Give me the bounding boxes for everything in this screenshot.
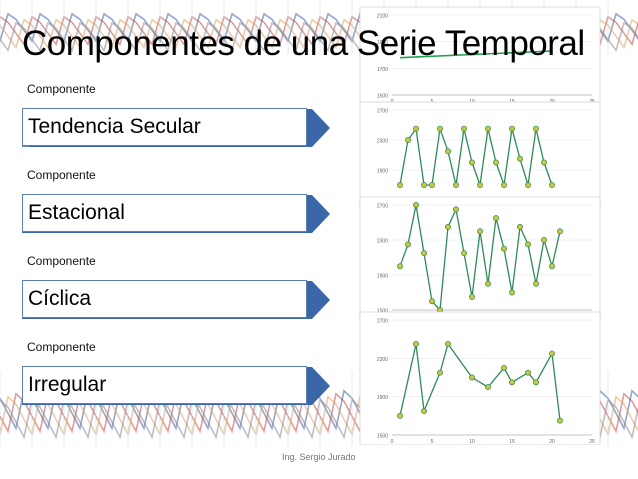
data-point <box>557 417 563 424</box>
y-tick-label: 1500 <box>377 309 388 315</box>
slide-footer: Ing. Sergio Jurado <box>282 452 356 462</box>
y-tick-label: 2100 <box>377 14 388 20</box>
data-point <box>501 364 507 371</box>
data-point <box>517 155 523 162</box>
data-point <box>509 289 515 296</box>
data-point <box>525 369 531 376</box>
data-point <box>445 148 451 155</box>
data-point <box>397 182 403 188</box>
data-point <box>469 159 475 166</box>
data-point <box>413 341 419 347</box>
data-point <box>525 182 531 188</box>
data-point <box>469 293 475 300</box>
data-point <box>453 206 459 213</box>
data-point <box>437 125 443 132</box>
data-point <box>549 350 555 357</box>
x-tick-label: 15 <box>509 439 515 445</box>
component-name-3: Cíclica <box>22 280 307 318</box>
data-point <box>517 223 523 230</box>
data-point <box>501 245 507 252</box>
data-point <box>461 250 467 257</box>
component-label-3: Componente <box>27 254 96 268</box>
data-point <box>485 280 491 287</box>
x-tick-label: 0 <box>391 439 394 445</box>
x-tick-label: 20 <box>549 439 555 445</box>
y-tick-label: 2300 <box>377 139 388 145</box>
data-point <box>405 137 411 143</box>
data-point <box>557 228 563 235</box>
data-point <box>421 250 427 257</box>
y-tick-label: 1500 <box>377 94 388 100</box>
data-point <box>421 182 427 188</box>
x-tick-label: 5 <box>431 439 434 445</box>
data-point <box>429 298 435 305</box>
data-point <box>445 223 451 230</box>
y-tick-label: 2700 <box>377 319 388 325</box>
y-tick-label: 1900 <box>377 40 388 46</box>
data-point <box>533 125 539 132</box>
y-tick-label: 2300 <box>377 357 388 363</box>
chart-frame <box>359 101 601 211</box>
trend-line <box>399 50 553 59</box>
slide-title: Componentes de una Serie Temporal <box>22 24 585 63</box>
y-tick-label: 2700 <box>377 204 388 210</box>
data-point <box>437 369 443 376</box>
data-point <box>485 384 491 391</box>
data-point <box>493 159 499 166</box>
chart-frame <box>359 196 601 321</box>
data-point <box>445 341 451 347</box>
data-point <box>533 280 539 287</box>
component-charts: 1500 1700 1900 2100 0 5 10 15 20 25 1500 1900 2300 27… <box>359 6 601 445</box>
component-name-2: Estacional <box>22 194 307 232</box>
data-point <box>397 412 403 419</box>
data-point <box>477 182 483 188</box>
data-point <box>509 379 515 386</box>
y-tick-label: 1500 <box>377 434 388 440</box>
data-point <box>413 202 419 208</box>
x-tick-label: 25 <box>589 439 595 445</box>
data-point <box>453 182 459 188</box>
data-point <box>509 125 515 132</box>
data-point <box>429 182 435 188</box>
component-name-1: Tendencia Secular <box>22 108 307 146</box>
data-point <box>421 408 427 414</box>
data-point <box>533 379 539 386</box>
data-point <box>397 263 403 270</box>
y-tick-label: 2300 <box>377 239 388 245</box>
y-tick-label: 1900 <box>377 395 388 401</box>
y-tick-label: 2700 <box>377 109 388 115</box>
data-point <box>485 125 491 132</box>
data-point <box>541 237 547 243</box>
y-tick-label: 1900 <box>377 169 388 175</box>
data-point <box>477 228 483 235</box>
data-point <box>525 241 531 248</box>
component-label-2: Componente <box>27 168 96 182</box>
data-point <box>461 125 467 132</box>
component-name-4: Irregular <box>22 366 307 404</box>
chart-tendencia: 15001700190021000510152025 <box>359 6 601 106</box>
y-tick-label: 1700 <box>377 67 388 73</box>
data-point <box>413 125 419 132</box>
x-tick-label: 10 <box>469 439 475 445</box>
data-point <box>469 374 475 381</box>
data-point <box>501 182 507 188</box>
component-label-1: Componente <box>27 82 96 96</box>
chart-frame <box>359 6 601 106</box>
data-point <box>541 159 547 166</box>
y-tick-label: 1900 <box>377 274 388 280</box>
chart-frame <box>359 311 601 445</box>
data-point <box>549 263 555 270</box>
data-point <box>493 215 499 222</box>
data-point <box>405 241 411 248</box>
chart-irregular: 1500 1900 2300 2700 0 5 10 15 20 25 <box>359 311 601 445</box>
component-label-4: Componente <box>27 340 96 354</box>
data-point <box>549 182 555 188</box>
